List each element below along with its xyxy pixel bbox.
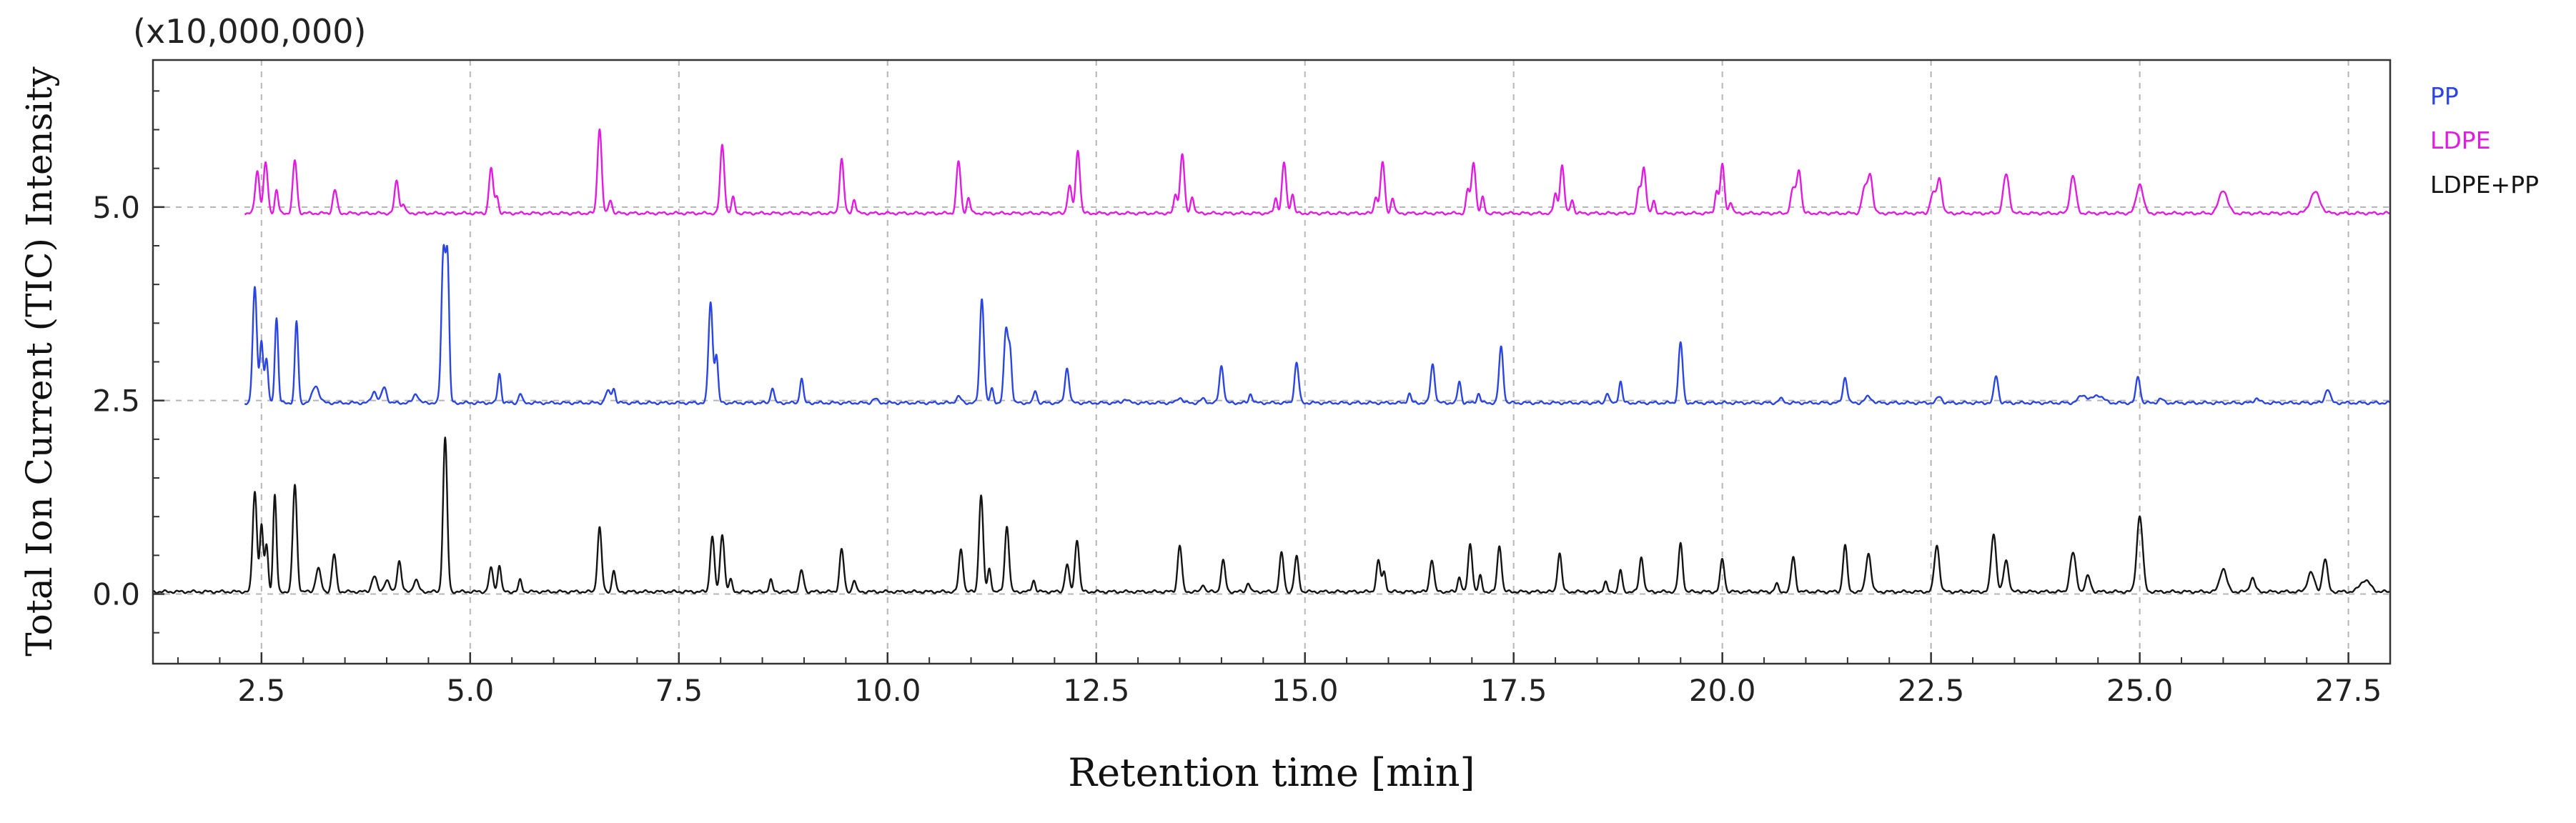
- y-multiplier-label: (x10,000,000): [133, 12, 367, 51]
- grid-lines: [153, 60, 2390, 664]
- y-tick-label: 5.0: [92, 190, 140, 225]
- x-tick-label: 22.5: [1898, 673, 1965, 708]
- legend: PP LDPE LDPE+PP: [2430, 82, 2539, 199]
- legend-item-ldpe: LDPE: [2430, 126, 2491, 154]
- x-tick-label: 12.5: [1063, 673, 1130, 708]
- x-tick-label: 15.0: [1272, 673, 1339, 708]
- axis-ticks: 2.5 5.0 7.5 10.0 12.5 15.0 17.5 20.0 22.5 25.0 27.…: [92, 90, 2382, 708]
- series-line-pp: [244, 244, 2391, 406]
- series-lines: [152, 128, 2391, 594]
- x-tick-label: 5.0: [446, 673, 494, 708]
- x-tick-label: 7.5: [655, 673, 703, 708]
- x-tick-label: 17.5: [1480, 673, 1547, 708]
- legend-item-ldpe-pp: LDPE+PP: [2430, 171, 2539, 199]
- legend-item-pp: PP: [2430, 82, 2459, 110]
- x-tick-label: 27.5: [2315, 673, 2382, 708]
- x-tick-label: 10.0: [854, 673, 921, 708]
- x-tick-label: 20.0: [1689, 673, 1756, 708]
- x-tick-label: 25.0: [2106, 673, 2174, 708]
- plot-area: [152, 59, 2392, 665]
- series-line-ldpe: [244, 128, 2391, 216]
- y-tick-label: 0.0: [92, 577, 140, 612]
- y-axis-label: Total Ion Current (TIC) Intensity: [19, 66, 60, 657]
- y-tick-label: 2.5: [92, 384, 140, 419]
- series-line-ldpe-pp: [152, 437, 2391, 594]
- x-axis-label: Retention time [min]: [1068, 750, 1475, 795]
- x-tick-label: 2.5: [237, 673, 285, 708]
